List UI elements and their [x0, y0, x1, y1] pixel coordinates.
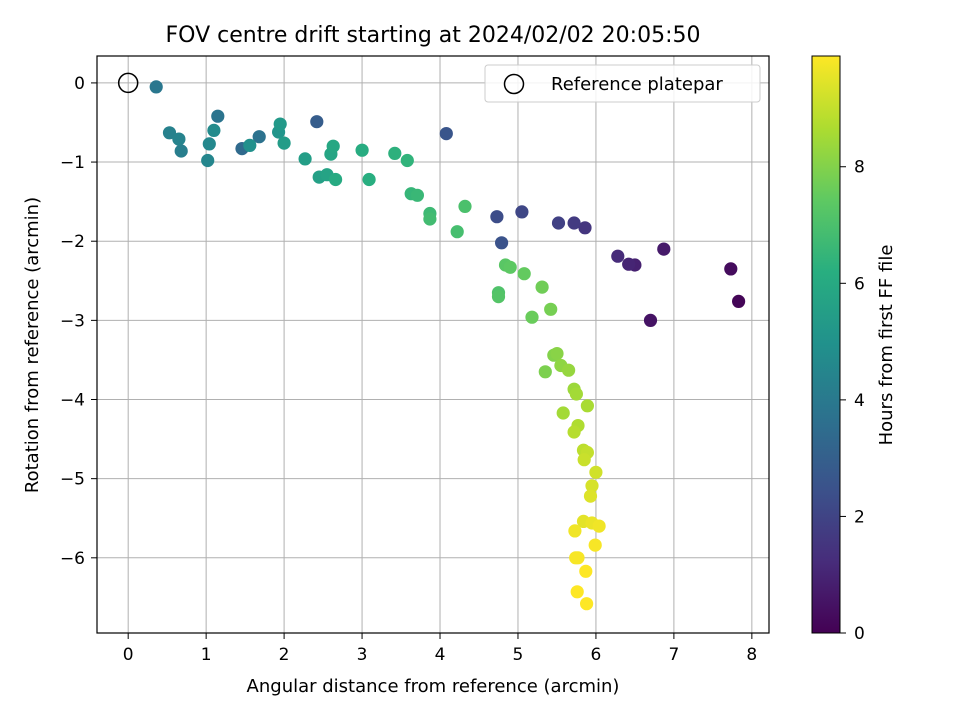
x-tick-label: 4: [435, 645, 446, 665]
data-point: [570, 585, 584, 599]
data-point: [298, 152, 312, 166]
colorbar-label: Hours from first FF file: [876, 245, 897, 446]
data-point: [458, 199, 472, 213]
data-point: [162, 126, 177, 140]
grid: [97, 56, 769, 633]
x-tick-label: 0: [123, 645, 134, 665]
data-point: [592, 519, 606, 533]
legend-marker: [503, 73, 525, 95]
colorbar-tick-label: 6: [854, 274, 865, 294]
data-point: [535, 280, 549, 294]
x-tick-label: 2: [279, 645, 290, 665]
data-point: [202, 137, 216, 151]
data-point: [450, 225, 464, 239]
x-tick-label: 8: [746, 645, 757, 665]
data-point: [503, 260, 517, 274]
data-point: [243, 138, 257, 152]
data-point: [569, 387, 584, 401]
data-point: [550, 347, 564, 361]
data-point: [388, 146, 402, 160]
y-tick-label: 0: [74, 74, 85, 94]
colorbar-tick-label: 4: [854, 391, 865, 411]
data-point: [585, 479, 599, 493]
data-point: [568, 524, 582, 538]
data-point: [724, 262, 738, 276]
data-point: [556, 406, 570, 420]
data-point: [207, 123, 221, 137]
data-point: [657, 242, 671, 256]
data-point: [569, 551, 583, 565]
data-point: [622, 257, 636, 271]
data-point: [495, 236, 509, 250]
data-point: [174, 144, 188, 158]
data-point: [538, 365, 552, 379]
data-point: [551, 216, 566, 230]
data-point: [567, 425, 581, 439]
axis-ticks: 0 1 2 3 4 5 6 7 8 0 −1 −2 −3 −4 −5 −6: [60, 74, 757, 665]
data-point: [544, 302, 558, 316]
data-point: [578, 221, 592, 235]
data-point: [583, 489, 598, 503]
y-tick-label: −5: [60, 470, 85, 490]
data-point: [273, 117, 287, 131]
data-point: [355, 143, 369, 157]
data-point: [577, 453, 591, 467]
data-point: [580, 399, 595, 413]
data-point: [589, 465, 603, 479]
legend: Reference platepar: [484, 64, 761, 103]
colorbar-tick-label: 0: [854, 624, 865, 644]
chart-title: FOV centre drift starting at 2024/02/02 …: [166, 23, 701, 48]
data-point: [400, 153, 414, 168]
data-point: [611, 249, 625, 263]
y-tick-label: −3: [60, 311, 85, 331]
data-point: [732, 294, 746, 308]
data-point: [423, 212, 437, 226]
x-tick-label: 5: [513, 645, 524, 665]
data-point: [567, 216, 581, 230]
reference-platepar-marker: [117, 72, 139, 94]
data-point: [362, 172, 376, 187]
colorbar-tick-label: 2: [854, 507, 865, 527]
data-point: [410, 188, 424, 202]
colorbar-tick-label: 8: [854, 158, 865, 178]
y-axis-label: Rotation from reference (arcmin): [22, 197, 43, 493]
x-tick-label: 3: [357, 645, 368, 665]
data-point: [329, 172, 343, 187]
y-tick-label: −6: [60, 549, 85, 569]
colorbar-ticks: 0 2 4 6 8: [840, 158, 865, 644]
y-tick-label: −4: [60, 391, 85, 411]
data-point: [580, 597, 594, 611]
data-point: [525, 310, 539, 324]
data-point: [588, 538, 602, 552]
data-point: [515, 205, 529, 219]
data-point: [310, 115, 324, 129]
data-points: [117, 72, 746, 611]
colorbar-gradient: [811, 55, 841, 634]
data-point: [172, 132, 186, 146]
y-tick-label: −1: [60, 153, 85, 173]
data-point: [326, 139, 340, 153]
colorbar: 0 2 4 6 8 Hours from first FF file: [811, 55, 897, 644]
data-point: [277, 136, 291, 150]
x-tick-label: 6: [591, 645, 602, 665]
data-point: [211, 109, 225, 123]
data-point: [517, 267, 531, 281]
data-point: [252, 130, 266, 144]
data-point: [439, 127, 453, 141]
x-axis-label: Angular distance from reference (arcmin): [247, 676, 620, 697]
legend-label: Reference platepar: [551, 74, 723, 95]
y-tick-label: −2: [60, 232, 85, 252]
plot-frame: [96, 55, 770, 634]
data-point: [149, 80, 163, 94]
legend-box: [484, 64, 761, 103]
x-tick-label: 1: [201, 645, 212, 665]
data-point: [579, 564, 593, 578]
data-point: [643, 313, 658, 327]
x-tick-label: 7: [668, 645, 679, 665]
data-point: [491, 290, 506, 304]
data-point: [490, 210, 504, 224]
data-point: [562, 363, 576, 377]
data-point: [201, 153, 215, 168]
